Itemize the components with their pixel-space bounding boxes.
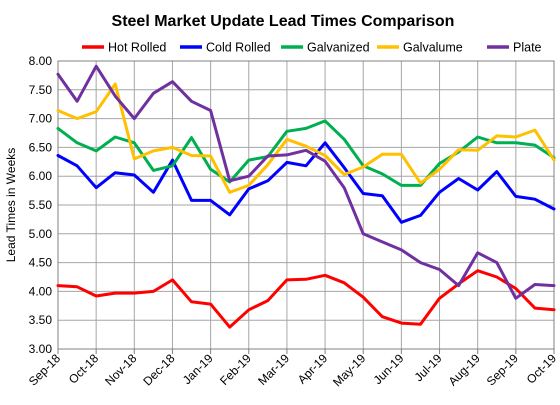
y-tick-label: 6.00 [29,169,53,183]
gridlines [57,60,555,350]
x-tick-label: Feb-19 [217,351,254,388]
series-line-galvanized [56,119,556,187]
y-tick-label: 8.00 [29,54,53,68]
y-tick-label: 4.00 [29,284,53,298]
legend: Hot Rolled Cold Rolled Galvanized Galvalume… [82,41,542,55]
series-line-cold-rolled [56,141,556,224]
x-tick-label: Sep-18 [26,351,63,388]
y-tick-label: 7.00 [29,112,53,126]
series-lines [56,64,556,329]
y-tick-label: 7.50 [29,83,53,97]
x-tick-label: Oct-18 [66,351,102,387]
x-tick-label: Aug-19 [446,351,483,388]
chart-title: Steel Market Update Lead Times Compariso… [112,13,455,30]
x-tick-label: Sep-19 [484,351,521,388]
y-axis-ticks: 3.00 3.50 4.00 4.50 5.00 5.50 6.00 6.50 7.00 7.50… [29,54,53,356]
y-axis-label: Lead Times in Weeks [4,148,18,263]
x-axis-ticks: Sep-18 Oct-18 Nov-18 Dec-18 Jan-19 Feb-19 Mar-… [26,349,559,389]
series-line-hot-rolled [56,269,556,329]
legend-label-cold-rolled: Cold Rolled [206,41,271,55]
y-tick-label: 5.50 [29,198,53,212]
x-tick-label: Jun-19 [371,351,407,387]
x-tick-label: May-19 [330,351,368,389]
x-tick-label: Mar-19 [255,351,292,388]
x-tick-label: Apr-19 [295,351,331,387]
legend-label-hot-rolled: Hot Rolled [108,41,166,55]
plot-area-border [57,60,555,350]
y-tick-label: 4.50 [29,256,53,270]
x-tick-label: Jul-19 [412,351,445,384]
y-tick-label: 3.00 [29,342,53,356]
x-tick-label: Jan-19 [180,351,216,387]
legend-label-plate: Plate [513,41,542,55]
legend-label-galvanized: Galvanized [307,41,370,55]
x-tick-label: Nov-18 [102,351,139,388]
x-tick-label: Oct-19 [524,351,560,387]
y-tick-label: 6.50 [29,140,53,154]
y-tick-label: 5.00 [29,227,53,241]
y-tick-label: 3.50 [29,313,53,327]
series-line-galvalume [56,82,556,194]
legend-label-galvalume: Galvalume [403,41,463,55]
x-tick-label: Dec-18 [140,351,177,388]
series-line-plate [56,64,556,300]
